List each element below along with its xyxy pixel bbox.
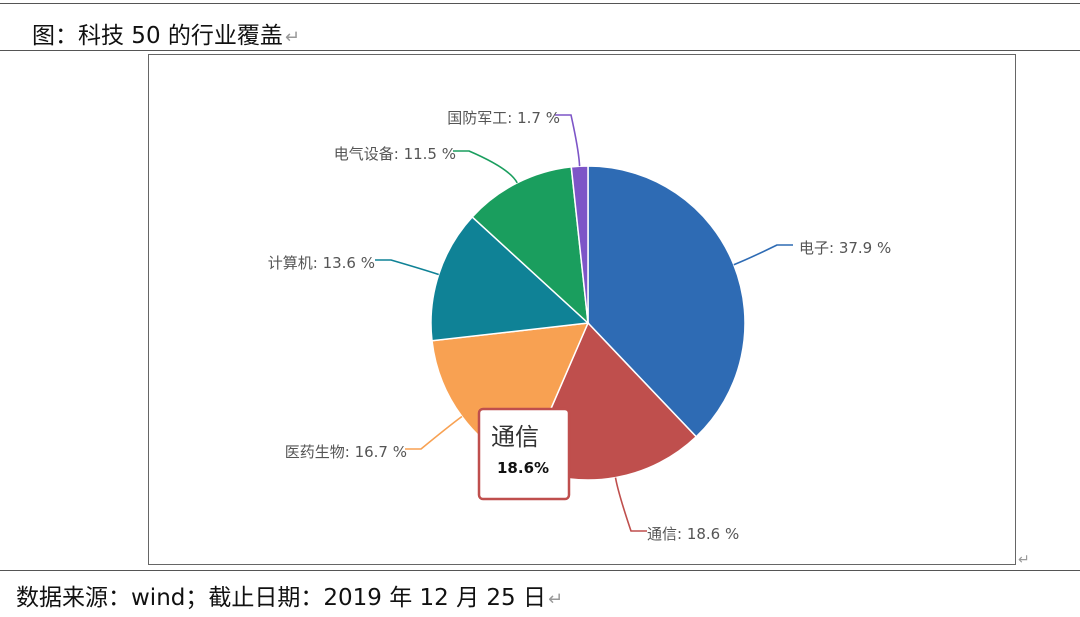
pie-slice-1[interactable] <box>587 165 746 438</box>
leader-lines <box>375 114 793 532</box>
source-note: 数据来源：wind；截止日期：2019 年 12 月 25 日 ↵ <box>16 578 563 612</box>
slice-label-6: 国防军工: 1.7 % <box>447 109 560 127</box>
slice-label-1: 电子: 37.9 % <box>799 239 891 257</box>
leader-line-3 <box>405 415 463 450</box>
slice-label-2: 通信: 18.6 % <box>647 525 739 543</box>
leader-line-4 <box>375 259 439 276</box>
pie-slice-4[interactable] <box>430 215 590 342</box>
slice-label-5: 电气设备: 11.5 % <box>334 145 456 163</box>
tooltip-name: 通信 <box>491 423 539 451</box>
chart-frame: 电子: 37.9 % 通信: 18.6 % 医药生物: 16.7 % 计算机: 13.… <box>148 54 1016 565</box>
return-mark-icon: ↵ <box>284 27 300 48</box>
leader-line-5 <box>453 150 518 184</box>
bottom-rule <box>0 570 1080 571</box>
tooltip: 通信 18.6% <box>477 407 571 501</box>
leader-line-2 <box>614 477 647 532</box>
leader-line-6 <box>555 114 581 167</box>
return-mark-icon: ↵ <box>1018 552 1030 568</box>
tooltip-value: 18.6% <box>497 459 549 477</box>
slice-label-3: 医药生物: 16.7 % <box>285 443 407 461</box>
pie-slice-6[interactable] <box>570 165 589 324</box>
slice-label-4: 计算机: 13.6 % <box>268 254 375 272</box>
top-rule <box>0 3 1080 4</box>
caption-row: 图：科技 50 的行业覆盖 ↵ <box>0 4 1080 51</box>
figure-caption: 图：科技 50 的行业覆盖 ↵ <box>32 16 300 50</box>
tooltip-box <box>477 407 571 501</box>
leader-line-1 <box>733 244 793 266</box>
source-text: 数据来源：wind；截止日期：2019 年 12 月 25 日 <box>16 585 546 611</box>
pie-slice-5[interactable] <box>471 166 589 325</box>
slice-labels: 电子: 37.9 % 通信: 18.6 % 医药生物: 16.7 % 计算机: 13.… <box>268 109 892 543</box>
return-mark-icon: ↵ <box>548 589 564 610</box>
caption-text: 图：科技 50 的行业覆盖 <box>32 23 283 49</box>
pie-chart: 电子: 37.9 % 通信: 18.6 % 医药生物: 16.7 % 计算机: 13.… <box>268 109 892 543</box>
